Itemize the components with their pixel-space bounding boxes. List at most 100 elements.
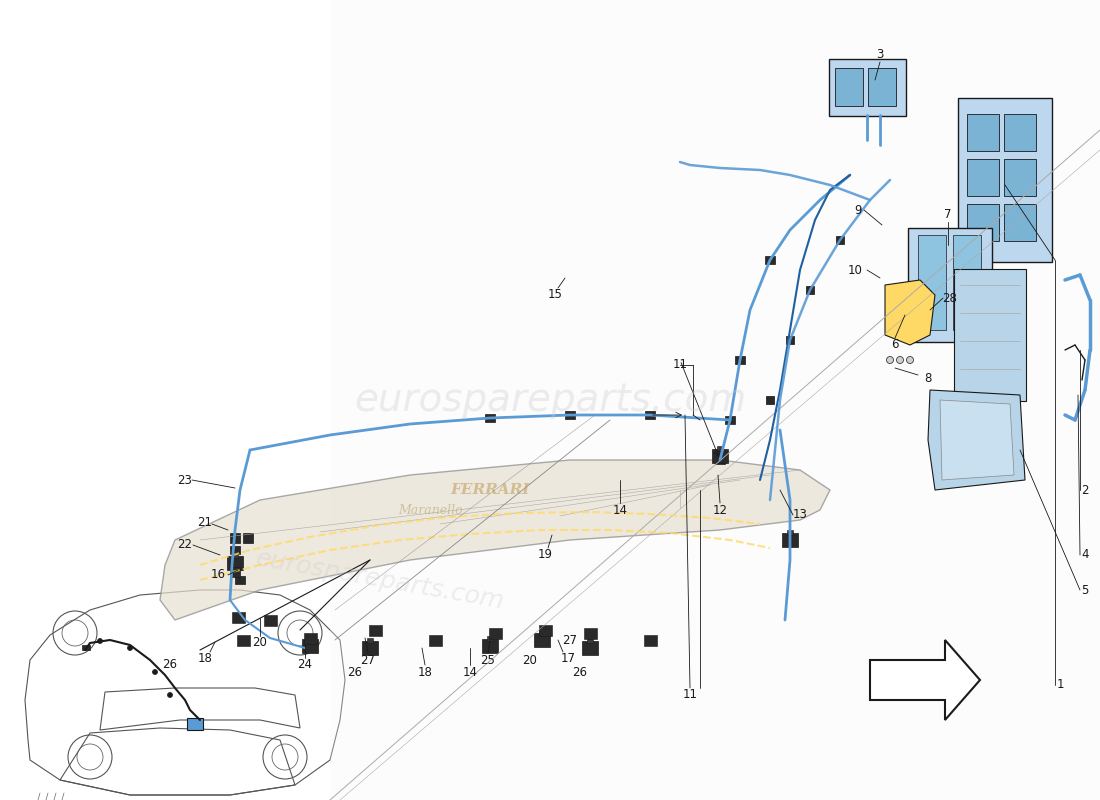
Text: 28: 28 [943,291,957,305]
Text: 27: 27 [562,634,578,646]
Text: 8: 8 [924,371,932,385]
Text: 1: 1 [1056,678,1064,691]
FancyBboxPatch shape [836,236,844,244]
FancyBboxPatch shape [786,530,793,535]
FancyBboxPatch shape [725,416,735,424]
FancyBboxPatch shape [307,636,314,641]
Text: 10: 10 [848,263,862,277]
Text: 26: 26 [163,658,177,671]
FancyBboxPatch shape [1004,159,1036,196]
Circle shape [887,357,893,363]
FancyBboxPatch shape [717,446,723,451]
FancyBboxPatch shape [582,641,598,655]
Polygon shape [886,280,935,345]
FancyBboxPatch shape [82,645,90,650]
FancyBboxPatch shape [565,411,575,419]
Text: 26: 26 [348,666,363,678]
FancyBboxPatch shape [715,456,725,464]
FancyBboxPatch shape [967,114,999,151]
FancyBboxPatch shape [485,414,495,422]
Circle shape [906,357,913,363]
Text: 21: 21 [198,515,212,529]
Polygon shape [330,0,1100,800]
FancyBboxPatch shape [227,556,243,570]
FancyBboxPatch shape [782,533,797,547]
FancyBboxPatch shape [362,641,378,655]
FancyBboxPatch shape [1004,204,1036,241]
Text: 18: 18 [418,666,432,678]
FancyBboxPatch shape [429,634,441,646]
FancyBboxPatch shape [235,576,245,584]
FancyBboxPatch shape [645,411,654,419]
Circle shape [153,670,157,674]
FancyBboxPatch shape [786,336,794,344]
Text: eurospareparts.com: eurospareparts.com [354,381,746,419]
FancyBboxPatch shape [302,639,318,653]
Polygon shape [928,390,1025,490]
Text: 27: 27 [361,654,375,666]
FancyBboxPatch shape [587,638,593,643]
Polygon shape [160,460,830,620]
Text: eurospareparts.com: eurospareparts.com [254,546,506,614]
Text: 12: 12 [713,503,727,517]
Text: FERRARI: FERRARI [450,483,530,497]
Text: 3: 3 [877,49,883,62]
FancyBboxPatch shape [644,634,657,646]
Text: 19: 19 [538,549,552,562]
Circle shape [98,638,102,643]
FancyBboxPatch shape [953,235,981,330]
Text: 22: 22 [177,538,192,551]
Text: 16: 16 [210,569,225,582]
Text: 14: 14 [462,666,477,678]
Text: 2: 2 [1081,483,1089,497]
FancyBboxPatch shape [230,567,240,577]
FancyBboxPatch shape [264,614,276,626]
Text: 15: 15 [548,289,562,302]
Text: Maranello: Maranello [398,503,462,517]
FancyBboxPatch shape [766,396,774,404]
FancyBboxPatch shape [868,68,896,106]
Text: 24: 24 [297,658,312,671]
Circle shape [167,693,173,698]
FancyBboxPatch shape [243,533,253,543]
FancyBboxPatch shape [230,533,240,543]
FancyBboxPatch shape [304,633,317,643]
FancyBboxPatch shape [230,546,240,554]
Text: 4: 4 [1081,549,1089,562]
FancyBboxPatch shape [367,638,373,643]
Text: 20: 20 [522,654,538,666]
FancyBboxPatch shape [967,204,999,241]
Text: 18: 18 [198,651,212,665]
FancyBboxPatch shape [539,630,544,635]
FancyBboxPatch shape [539,625,551,635]
Text: 17: 17 [561,651,575,665]
FancyBboxPatch shape [764,256,776,264]
FancyBboxPatch shape [232,553,238,558]
Text: 14: 14 [613,503,627,517]
Polygon shape [940,400,1014,480]
Text: 13: 13 [793,509,807,522]
Text: 23: 23 [177,474,192,486]
Circle shape [128,646,132,650]
Text: 9: 9 [855,203,861,217]
FancyBboxPatch shape [1004,114,1036,151]
FancyBboxPatch shape [806,286,814,294]
Text: 5: 5 [1081,583,1089,597]
Text: 7: 7 [944,209,952,222]
Text: 26: 26 [572,666,587,678]
FancyBboxPatch shape [236,634,250,646]
Circle shape [896,357,903,363]
FancyBboxPatch shape [187,718,204,730]
FancyBboxPatch shape [908,228,992,342]
Text: 6: 6 [891,338,899,351]
Text: 11: 11 [672,358,688,371]
FancyBboxPatch shape [829,59,906,116]
FancyBboxPatch shape [231,611,244,622]
Text: 11: 11 [682,689,697,702]
Text: 25: 25 [481,654,495,666]
FancyBboxPatch shape [488,627,502,638]
FancyBboxPatch shape [954,269,1026,401]
FancyBboxPatch shape [918,235,946,330]
Polygon shape [870,640,980,720]
Text: 20: 20 [253,637,267,650]
